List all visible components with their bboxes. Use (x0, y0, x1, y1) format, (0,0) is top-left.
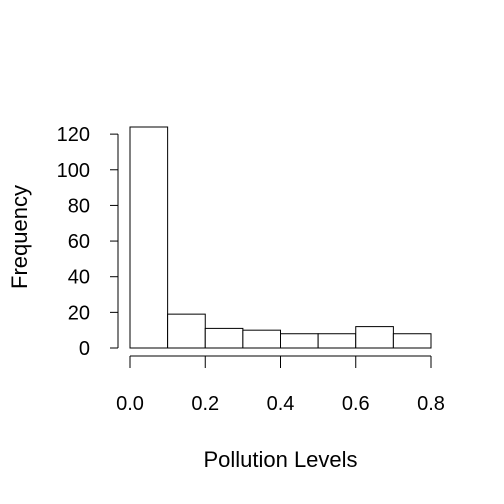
y-tick-label: 20 (68, 302, 90, 324)
y-tick-label: 100 (57, 160, 90, 182)
histogram-bar-3 (242, 329, 281, 349)
histogram-bar-5 (317, 333, 357, 349)
histogram-bar-7 (392, 333, 432, 349)
y-axis-title: Frequency (7, 185, 32, 289)
histogram-bar-1 (167, 313, 206, 349)
y-tick-label: 80 (68, 195, 90, 217)
y-axis: 0 20 40 60 80 100 120 (57, 124, 119, 360)
y-tick-label: 40 (68, 267, 90, 289)
histogram-bar-4 (280, 333, 319, 349)
histogram-bar-0 (129, 126, 169, 349)
histogram-bar-2 (204, 327, 244, 349)
x-tick-label: 0.8 (417, 393, 445, 415)
bars-group (129, 126, 432, 349)
x-axis: 0.0 0.2 0.4 0.6 0.8 (116, 355, 445, 415)
x-tick-label: 0.2 (191, 393, 219, 415)
y-tick-label: 60 (68, 231, 90, 253)
x-tick-label: 0.0 (116, 393, 144, 415)
histogram-bar-6 (355, 326, 394, 349)
y-tick-label: 120 (57, 124, 90, 146)
x-tick-label: 0.6 (342, 393, 370, 415)
x-tick-label: 0.4 (267, 393, 295, 415)
x-axis-title: Pollution Levels (203, 447, 357, 472)
y-tick-label: 0 (79, 338, 90, 360)
